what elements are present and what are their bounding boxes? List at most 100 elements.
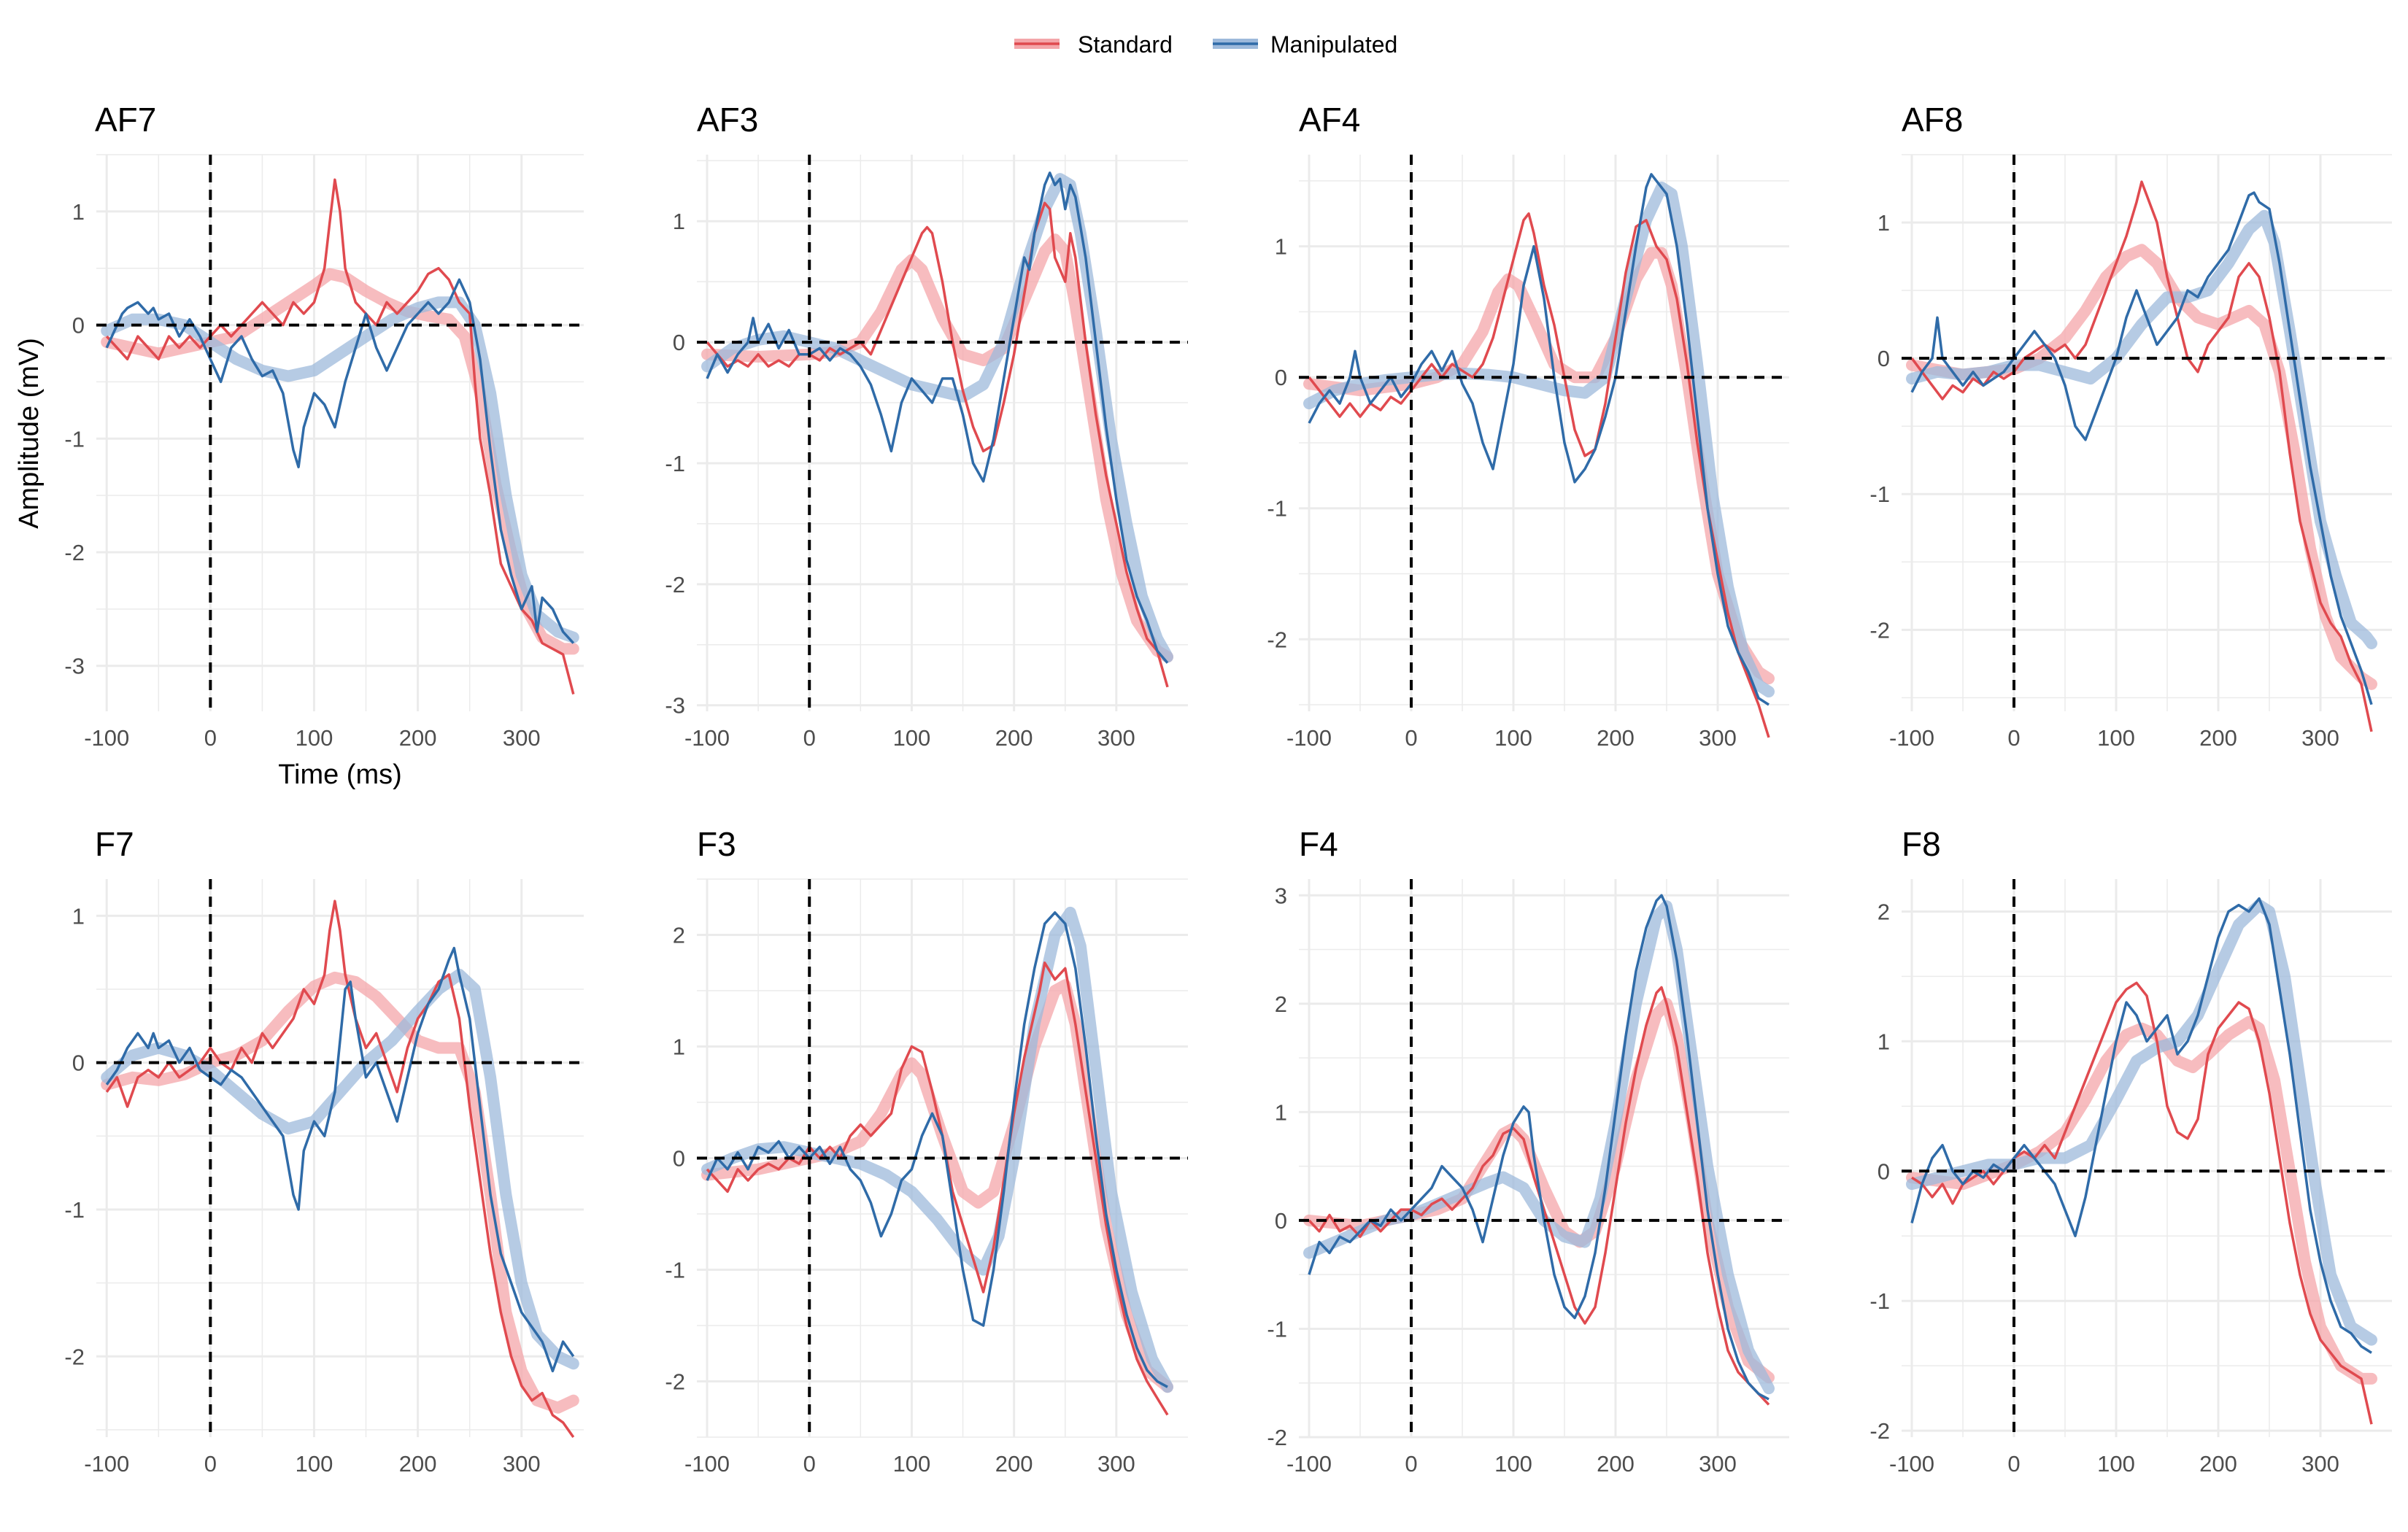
y-tick-label: -1 [64,426,85,452]
y-tick-label: 2 [1878,899,1890,924]
y-tick-label: 0 [673,1146,685,1172]
y-tick-label: 1 [72,199,85,225]
legend-label-manipulated: Manipulated [1270,31,1397,58]
x-tick-label: 200 [995,1451,1033,1477]
x-tick-label: -100 [84,1451,129,1477]
y-tick-label: -1 [1869,481,1890,507]
x-tick-label: 300 [1097,725,1135,751]
x-tick-label: 200 [1597,1451,1635,1477]
x-tick-label: 100 [1494,725,1532,751]
x-tick-label: 0 [204,725,217,751]
panel-f8: -100 0 100 200 300 -2 -1 0 1 2 F8 [1869,825,2392,1477]
x-tick-label: 200 [1597,725,1635,751]
series-manipulated-f3 [706,911,1168,1388]
panel-af4: -100 0 100 200 300 -2 -1 0 1 AF4 [1267,101,1789,751]
series-standard-smooth-af8 [1906,244,2377,690]
x-tick-label: 100 [2097,1451,2135,1477]
panel-af3: -100 0 100 200 300 -3 -2 -1 0 1 AF3 [665,101,1188,751]
y-tick-label: -1 [1267,1316,1287,1342]
x-tick-label: 100 [1494,1451,1532,1477]
y-tick-label: 1 [72,903,85,929]
panel-title-af8: AF8 [1902,101,1963,139]
series-standard-af8 [1910,180,2373,732]
y-tick-label: -3 [64,654,85,679]
panel-title-af7: AF7 [95,101,156,139]
x-tick-label: 200 [995,725,1033,751]
y-tick-label: -3 [665,693,685,719]
y-tick-label: -2 [1267,1425,1287,1450]
x-axis-title: Time (ms) [278,759,402,790]
series-manipulated-af8 [1910,191,2373,705]
panel-af8: -100 0 100 200 300 -2 -1 0 1 AF8 [1869,101,2392,751]
x-tick-label: 0 [803,1451,816,1477]
series-manipulated-smooth-af8 [1906,209,2377,649]
y-tick-label: 0 [72,1051,85,1076]
y-tick-label: -2 [64,1344,85,1369]
y-tick-label: 1 [1275,234,1287,260]
y-tick-label: -2 [665,572,685,597]
x-tick-label: 200 [2199,725,2237,751]
x-tick-label: 300 [2301,725,2339,751]
series-standard-smooth-f8 [1906,1015,2377,1385]
y-tick-label: 2 [673,923,685,948]
series-manipulated-af4 [1308,173,1770,706]
panel-f7: -100 0 100 200 300 -2 -1 0 1 F7 [64,825,584,1477]
y-tick-label: -2 [1869,617,1890,643]
y-tick-label: -1 [665,451,685,476]
y-tick-label: -1 [1267,496,1287,522]
y-tick-label: 0 [1878,346,1890,371]
y-tick-label: -2 [64,540,85,565]
x-tick-label: -100 [1286,725,1332,751]
x-tick-label: -100 [84,725,129,751]
y-tick-label: -2 [665,1369,685,1395]
panel-title-af3: AF3 [697,101,758,139]
y-tick-label: -2 [1267,627,1287,652]
series-manipulated-f7 [105,946,575,1373]
x-tick-label: 300 [1699,725,1737,751]
y-tick-label: 1 [1878,1029,1890,1054]
series-manipulated-f4 [1308,894,1770,1401]
series-manipulated-f8 [1910,897,2372,1354]
y-tick-label: 2 [1275,991,1287,1017]
series-standard-f4 [1308,986,1770,1406]
x-tick-label: 0 [2007,725,2020,751]
x-tick-label: 300 [2301,1451,2339,1477]
legend-label-standard: Standard [1078,31,1173,58]
x-tick-label: 100 [2097,725,2135,751]
series-manipulated-smooth-f8 [1906,899,2377,1346]
y-tick-label: -2 [1869,1418,1890,1444]
y-tick-label: 3 [1275,883,1287,908]
x-tick-label: -100 [1889,1451,1934,1477]
legend: Standard Manipulated [1014,31,1397,58]
series-manipulated-af3 [706,171,1169,664]
x-tick-label: 100 [893,725,931,751]
panel-title-af4: AF4 [1299,101,1360,139]
y-tick-label: 1 [1275,1099,1287,1125]
x-tick-label: -100 [684,1451,730,1477]
y-tick-label: 0 [673,330,685,355]
panel-f4: -100 0 100 200 300 -2 -1 0 1 2 3 F4 [1267,825,1789,1477]
y-tick-label: 0 [1275,365,1287,390]
panel-title-f8: F8 [1902,825,1941,863]
x-tick-label: 100 [296,725,333,751]
series-standard-af4 [1308,212,1770,738]
x-tick-label: 100 [893,1451,931,1477]
x-tick-label: 200 [399,1451,437,1477]
x-tick-label: 0 [1405,1451,1417,1477]
y-tick-label: -1 [665,1258,685,1283]
x-tick-label: 300 [503,725,541,751]
y-tick-label: 0 [1878,1158,1890,1184]
x-tick-label: 0 [803,725,816,751]
series-standard-f7 [105,900,575,1439]
series-standard-smooth-af3 [701,233,1173,663]
panel-af7: -100 0 100 200 300 -3 -2 -1 0 1 AF7 [64,101,584,751]
x-tick-label: 0 [2007,1451,2020,1477]
y-tick-label: 1 [1878,210,1890,236]
x-tick-label: 300 [1699,1451,1737,1477]
y-tick-label: -1 [64,1197,85,1223]
y-tick-label: 1 [673,209,685,234]
y-tick-label: 0 [72,313,85,338]
y-tick-label: 0 [1275,1208,1287,1234]
x-tick-label: 200 [2199,1451,2237,1477]
